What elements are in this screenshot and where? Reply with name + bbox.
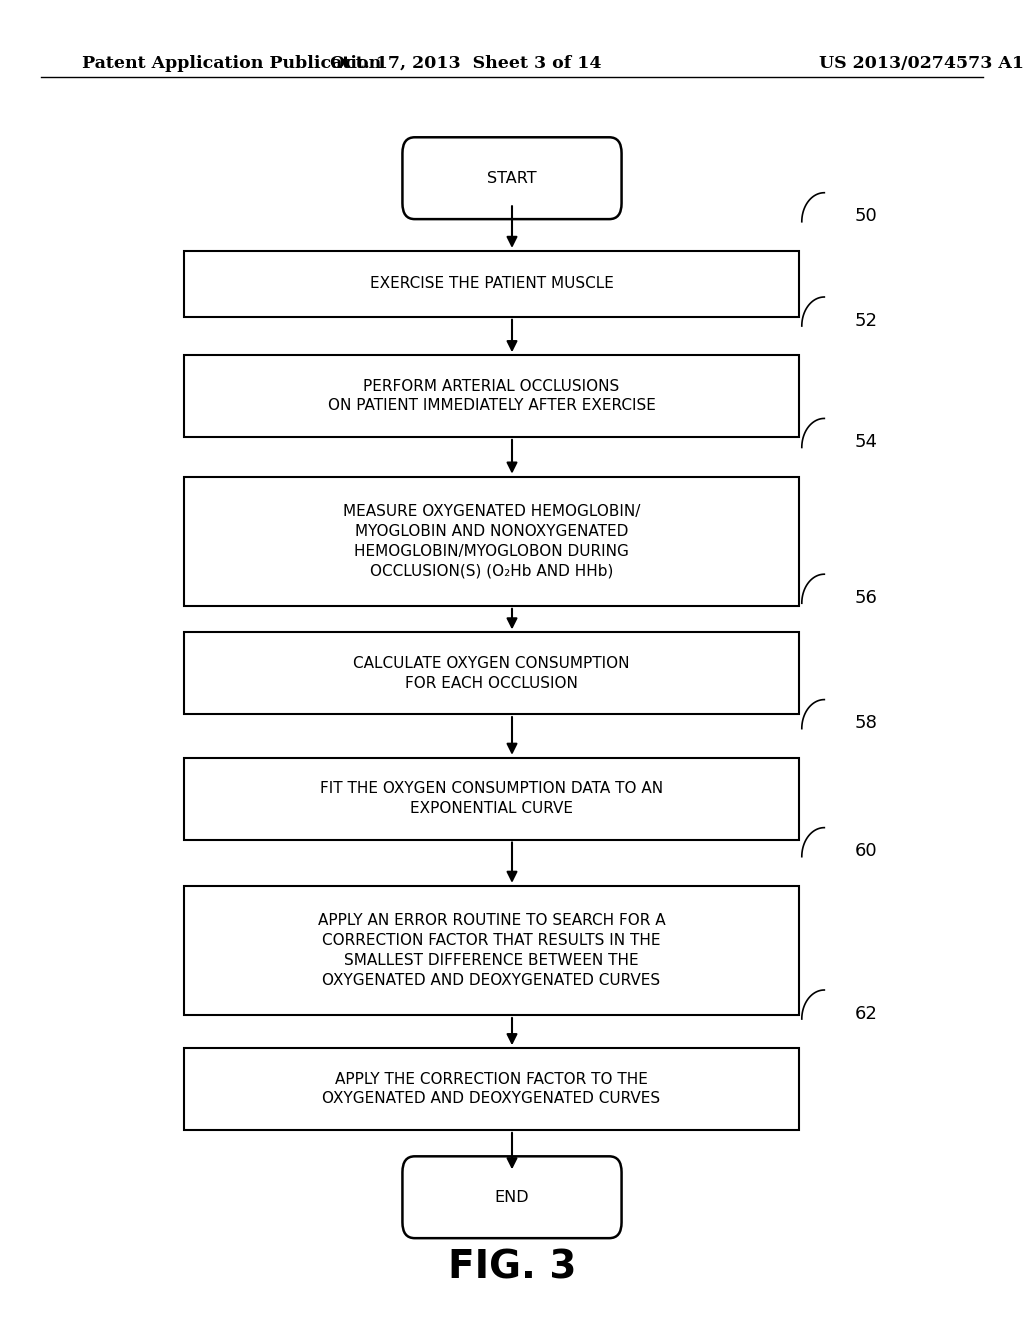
Text: 58: 58 (855, 714, 878, 733)
Text: APPLY THE CORRECTION FACTOR TO THE
OXYGENATED AND DEOXYGENATED CURVES: APPLY THE CORRECTION FACTOR TO THE OXYGE… (323, 1072, 660, 1106)
FancyBboxPatch shape (402, 1156, 622, 1238)
FancyBboxPatch shape (184, 758, 799, 840)
FancyBboxPatch shape (402, 137, 622, 219)
Text: 62: 62 (855, 1005, 878, 1023)
Text: EXERCISE THE PATIENT MUSCLE: EXERCISE THE PATIENT MUSCLE (370, 276, 613, 292)
Text: PERFORM ARTERIAL OCCLUSIONS
ON PATIENT IMMEDIATELY AFTER EXERCISE: PERFORM ARTERIAL OCCLUSIONS ON PATIENT I… (328, 379, 655, 413)
Text: Patent Application Publication: Patent Application Publication (82, 55, 381, 71)
Text: 54: 54 (855, 433, 878, 451)
Text: START: START (487, 170, 537, 186)
Text: MEASURE OXYGENATED HEMOGLOBIN/
MYOGLOBIN AND NONOXYGENATED
HEMOGLOBIN/MYOGLOBON : MEASURE OXYGENATED HEMOGLOBIN/ MYOGLOBIN… (343, 504, 640, 578)
Text: END: END (495, 1189, 529, 1205)
Text: Oct. 17, 2013  Sheet 3 of 14: Oct. 17, 2013 Sheet 3 of 14 (330, 55, 602, 71)
Text: APPLY AN ERROR ROUTINE TO SEARCH FOR A
CORRECTION FACTOR THAT RESULTS IN THE
SMA: APPLY AN ERROR ROUTINE TO SEARCH FOR A C… (317, 913, 666, 987)
Text: CALCULATE OXYGEN CONSUMPTION
FOR EACH OCCLUSION: CALCULATE OXYGEN CONSUMPTION FOR EACH OC… (353, 656, 630, 690)
Text: 56: 56 (855, 589, 878, 607)
Text: 50: 50 (855, 207, 878, 226)
Text: US 2013/0274573 A1: US 2013/0274573 A1 (819, 55, 1024, 71)
FancyBboxPatch shape (184, 886, 799, 1015)
FancyBboxPatch shape (184, 251, 799, 317)
Text: 52: 52 (855, 312, 878, 330)
FancyBboxPatch shape (184, 355, 799, 437)
Text: FIG. 3: FIG. 3 (447, 1249, 577, 1286)
Text: FIT THE OXYGEN CONSUMPTION DATA TO AN
EXPONENTIAL CURVE: FIT THE OXYGEN CONSUMPTION DATA TO AN EX… (319, 781, 664, 816)
FancyBboxPatch shape (184, 1048, 799, 1130)
FancyBboxPatch shape (184, 632, 799, 714)
Text: 60: 60 (855, 842, 878, 861)
FancyBboxPatch shape (184, 477, 799, 606)
